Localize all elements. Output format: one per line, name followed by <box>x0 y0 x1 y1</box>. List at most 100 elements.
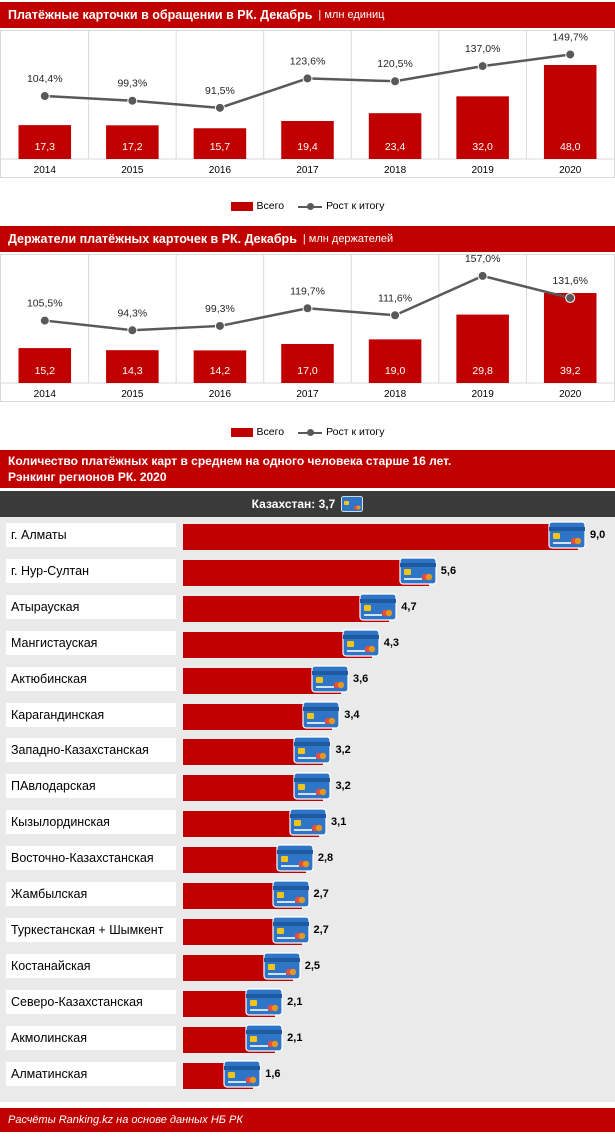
legend-line-label: Рост к итогу <box>326 426 385 438</box>
region-name: Карагандинская <box>6 702 176 727</box>
region-value-label: 2,7 <box>313 923 329 936</box>
credit-card-icon <box>399 557 437 585</box>
x-tick-label: 2016 <box>209 165 232 176</box>
growth-point <box>565 49 576 60</box>
credit-card-icon <box>302 700 340 729</box>
region-name: Костанайская <box>6 953 176 978</box>
legend-item-growth: Рост к итогу <box>298 200 384 212</box>
credit-card-icon <box>293 736 332 764</box>
ranking-row: Костанайская 2,5 <box>0 948 615 984</box>
region-name: ПАвлодарская <box>6 774 176 799</box>
chart1-title: Платёжные карточки в обращении в РК. Дек… <box>8 8 313 22</box>
ranking-row: Жамбылская 2,7 <box>0 876 615 912</box>
ranking-row: Мангистауская 4,3 <box>0 625 615 661</box>
region-bar <box>183 524 578 550</box>
growth-value-label: 91,5% <box>205 85 235 97</box>
growth-point <box>127 95 138 106</box>
credit-card-icon <box>223 1059 261 1088</box>
bar-value-label: 15,7 <box>210 141 231 153</box>
ranking-row: Акмолинская 2,1 <box>0 1020 615 1056</box>
chart2-title: Держатели платёжных карточек в РК. Декаб… <box>8 232 297 246</box>
bar-2015 <box>106 350 159 383</box>
bar-2019 <box>456 314 509 383</box>
region-value-label: 4,3 <box>383 636 400 649</box>
legend-bar-swatch <box>230 427 253 437</box>
growth-value-label: 99,3% <box>205 303 235 315</box>
x-tick-label: 2018 <box>384 165 407 176</box>
growth-value-label: 131,6% <box>552 275 588 287</box>
region-name: Алматинская <box>6 1061 176 1086</box>
legend-item-total: Всего <box>230 200 284 212</box>
bar-value-label: 17,0 <box>297 365 318 377</box>
x-tick-label: 2015 <box>121 389 144 400</box>
chart1-header: Платёжные карточки в обращении в РК. Дек… <box>0 2 615 28</box>
bar-2017 <box>281 121 334 159</box>
kazakhstan-average-label: Казахстан: 3,7 <box>251 497 336 511</box>
region-name: г. Алматы <box>6 523 176 547</box>
ranking-row: г. Нур-Султан 5,6 <box>0 553 615 589</box>
region-name: Актюбинская <box>6 666 176 691</box>
ranking-row: Западно-Казахстанская 3,2 <box>0 732 615 768</box>
region-name: Акмолинская <box>6 1025 176 1050</box>
growth-value-label: 123,6% <box>290 55 326 67</box>
credit-card-icon <box>245 988 283 1016</box>
bar-value-label: 29,8 <box>472 365 493 377</box>
bar-2014 <box>18 125 72 159</box>
growth-point <box>565 292 576 303</box>
ranking-row: ПАвлодарская 3,2 <box>0 768 615 804</box>
growth-value-label: 119,7% <box>290 285 325 297</box>
credit-card-icon <box>289 808 327 836</box>
region-value-label: 5,6 <box>440 564 457 577</box>
x-tick-label: 2019 <box>472 389 495 400</box>
region-name: Атырауская <box>6 594 176 619</box>
source-text: Расчёты Ranking.kz на основе данных НБ Р… <box>8 1114 243 1126</box>
bar-value-label: 48,0 <box>560 141 581 153</box>
growth-point <box>214 320 225 331</box>
chart1-plot-frame: 17,3 2014 17,2 2015 15,7 2016 19,4 2017 23,4 2018… <box>0 30 615 178</box>
x-tick-label: 2020 <box>559 389 582 400</box>
region-name: Западно-Казахстанская <box>6 738 176 763</box>
credit-card-icon <box>359 593 397 621</box>
credit-card-icon <box>341 496 364 512</box>
region-value-label: 3,2 <box>335 744 351 757</box>
growth-value-label: 99,3% <box>117 78 147 90</box>
chart2-plot-frame: 15,2 2014 14,3 2015 14,2 2016 17,0 2017 19,0 2018… <box>0 253 615 402</box>
ranking-title-line2: Рэнкинг регионов РК. 2020 <box>8 470 167 484</box>
credit-card-icon <box>263 952 301 980</box>
bar-value-label: 14,3 <box>122 365 143 377</box>
legend-bar-swatch <box>230 201 253 211</box>
ranking-row: Алматинская 1,6 <box>0 1056 615 1092</box>
credit-card-icon <box>548 521 586 549</box>
region-value-label: 3,4 <box>344 708 360 721</box>
x-tick-label: 2017 <box>296 165 319 176</box>
ranking-row: Северо-Казахстанская 2,1 <box>0 984 615 1020</box>
region-name: Кызылординская <box>6 810 176 835</box>
region-value-label: 1,6 <box>265 1067 281 1080</box>
region-bar <box>183 631 372 658</box>
legend-bar-label: Всего <box>256 426 285 438</box>
region-name: Восточно-Казахстанская <box>6 846 176 871</box>
x-tick-label: 2014 <box>34 389 57 400</box>
x-tick-label: 2015 <box>121 165 144 176</box>
region-name: Северо-Казахстанская <box>6 989 176 1014</box>
growth-point <box>39 91 50 102</box>
chart1-legend: Всего Рост к итогу <box>0 198 615 214</box>
bar-value-label: 32,0 <box>472 141 493 153</box>
bar-2018 <box>368 113 422 159</box>
bar-value-label: 23,4 <box>385 141 406 153</box>
bar-2014 <box>18 348 72 383</box>
bar-value-label: 19,0 <box>385 365 406 377</box>
chart2-unit: | млн держателей <box>302 233 394 245</box>
credit-card-icon <box>276 844 314 872</box>
region-bar <box>183 595 390 622</box>
credit-card-icon <box>293 772 332 800</box>
credit-card-icon <box>311 664 349 693</box>
region-value-label: 2,7 <box>313 888 329 900</box>
region-name: г. Нур-Султан <box>6 558 176 583</box>
growth-point <box>214 102 225 113</box>
credit-card-icon <box>342 629 380 657</box>
ranking-row: Карагандинская 3,4 <box>0 697 615 733</box>
x-tick-label: 2018 <box>384 389 407 400</box>
region-value-label: 2,1 <box>287 1031 303 1044</box>
bar-2019 <box>456 96 509 159</box>
